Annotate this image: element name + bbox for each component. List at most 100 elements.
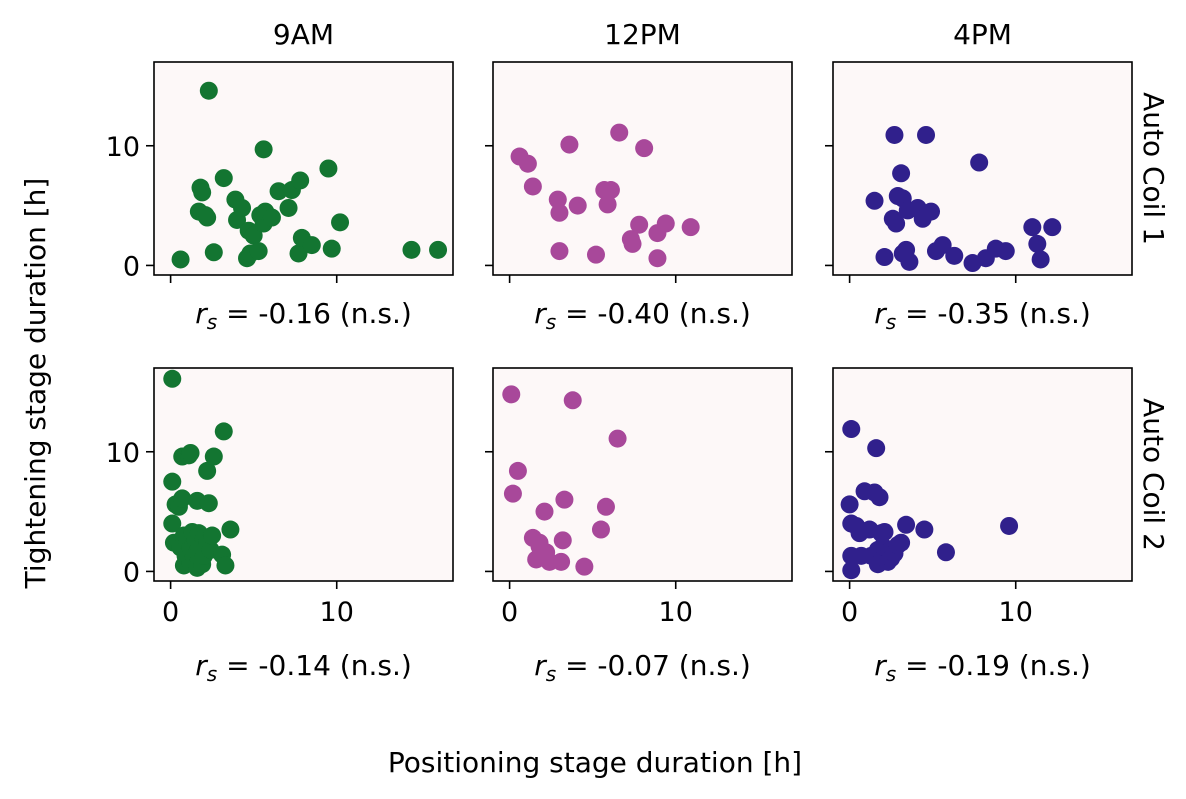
data-point [591,520,610,539]
data-point [553,531,572,550]
panel-r1-c2: rs = -0.40 (n.s.) [485,61,793,334]
row-label-auto-coil-2: Auto Coil 2 [1137,398,1170,551]
data-point [429,240,448,259]
data-point [1028,234,1047,253]
data-point [900,252,919,271]
panel-frame [492,367,793,582]
data-point [173,489,192,508]
data-point [199,81,218,100]
x-tick-label: 0 [501,597,518,628]
data-point [550,203,569,222]
data-point [233,198,252,217]
data-point [214,422,233,441]
data-point [254,140,273,159]
data-point [875,248,894,267]
panel-frame [832,367,1133,582]
data-point [1023,218,1042,237]
data-point [563,391,582,410]
data-point [181,443,200,462]
y-tick-label: 10 [106,132,140,163]
data-point [523,177,542,196]
data-point [402,240,421,259]
panel-background [493,62,792,275]
y-tick-label: 0 [123,557,140,588]
data-point [996,242,1015,261]
data-point [601,181,620,200]
panel-frame [832,61,1133,276]
data-point [885,125,904,144]
column-title-9am: 9AM [273,18,334,51]
column-title-4pm: 4PM [953,18,1012,51]
y-tick-label: 10 [106,438,140,469]
data-point [1031,250,1050,269]
data-point [262,208,281,227]
data-point [319,159,338,178]
data-point [630,215,649,234]
data-point [269,182,288,201]
data-point [302,236,321,255]
data-point [560,135,579,154]
data-point [970,153,989,172]
data-point [897,515,916,534]
data-point [892,164,911,183]
data-point [842,420,861,439]
spearman-label: rs = -0.14 (n.s.) [195,649,412,686]
data-point [279,198,298,217]
x-tick-label: 0 [162,597,179,628]
data-point [1043,218,1062,237]
data-point [887,214,906,233]
data-point [870,488,889,507]
x-tick-label: 10 [320,597,354,628]
data-point [331,213,350,232]
data-point [608,429,627,448]
figure-xlabel: Positioning stage duration [h] [388,746,802,779]
figure-ylabel: Tightening stage duration [h] [19,178,52,590]
panel-r1-c3: rs = -0.35 (n.s.) [825,61,1133,334]
row-label-auto-coil-1: Auto Coil 1 [1137,92,1170,245]
data-point [936,543,955,562]
data-point [503,484,522,503]
column-title-12pm: 12PM [604,18,681,51]
data-point [552,552,571,571]
data-point [244,226,263,245]
data-point [610,123,629,142]
data-point [216,556,235,575]
data-point [648,249,667,268]
data-point [840,495,859,514]
data-point [555,490,574,509]
data-point [163,514,182,533]
panel-frame [492,61,793,276]
data-point [596,497,615,516]
data-point [291,171,310,190]
data-point [322,239,341,258]
spearman-label: rs = -0.16 (n.s.) [195,297,412,334]
data-point [1000,516,1019,535]
data-point [917,125,936,144]
data-point [922,202,941,221]
data-point [575,557,594,576]
data-point [635,139,654,158]
data-point [171,250,190,269]
data-point [221,520,240,539]
data-point [842,561,861,580]
data-point [193,183,212,202]
data-point [163,369,182,388]
panel-r2-c2: 0 10 rs = -0.07 (n.s.) [485,367,793,686]
x-tick-label: 10 [999,597,1033,628]
data-point [535,502,554,521]
data-point [249,242,268,261]
data-point [204,447,223,466]
data-point [598,195,617,214]
data-point [508,461,527,480]
data-point [163,472,182,491]
data-point [623,234,642,253]
data-point [568,196,587,215]
data-point [933,236,952,255]
data-point [198,461,217,480]
y-tick-label: 0 [123,251,140,282]
spearman-label: rs = -0.19 (n.s.) [874,649,1091,686]
spearman-label: rs = -0.07 (n.s.) [534,649,751,686]
data-point [945,246,964,265]
spearman-label: rs = -0.35 (n.s.) [874,297,1091,334]
data-point [198,208,217,227]
